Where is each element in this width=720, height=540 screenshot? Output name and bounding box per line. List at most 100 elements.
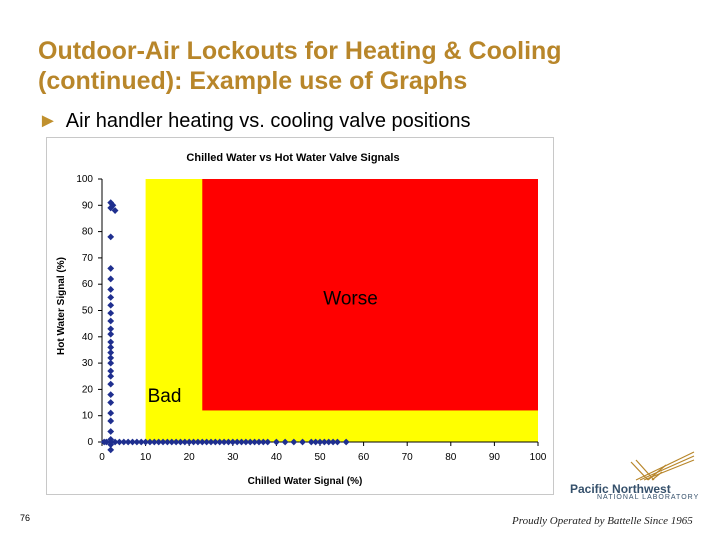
footer-text: Proudly Operated by Battelle Since 1965	[512, 515, 693, 527]
y-tick-label: 20	[82, 384, 94, 395]
y-tick-label: 70	[82, 253, 94, 264]
x-tick-label: 90	[489, 452, 501, 463]
x-tick-label: 20	[184, 452, 196, 463]
data-point	[334, 438, 341, 446]
y-tick-label: 30	[82, 358, 94, 369]
data-point	[329, 438, 337, 446]
zone-label-worse: Worse	[323, 288, 378, 309]
data-point	[107, 343, 115, 351]
x-tick-label: 100	[530, 452, 547, 463]
data-point	[242, 438, 250, 446]
x-tick-label: 50	[314, 452, 326, 463]
data-point	[107, 417, 115, 425]
y-tick-label: 100	[76, 174, 93, 185]
data-point	[107, 438, 115, 446]
data-point	[255, 438, 263, 446]
data-point	[146, 438, 154, 446]
x-tick-label: 80	[445, 452, 457, 463]
logo-subtitle: NATIONAL LABORATORY	[597, 494, 700, 501]
data-point	[203, 438, 211, 446]
bullet-text: Air handler heating vs. cooling valve po…	[65, 110, 471, 132]
data-point	[107, 372, 115, 380]
data-point	[107, 354, 115, 362]
data-point	[220, 438, 228, 446]
data-point	[198, 438, 206, 446]
data-point	[172, 438, 180, 446]
y-tick-label: 90	[82, 200, 94, 211]
data-point	[107, 286, 115, 293]
zone-label-bad: Bad	[148, 386, 182, 407]
x-axis-label: Chilled Water Signal (%)	[248, 476, 363, 487]
bullet-arrow-icon: ►	[38, 110, 58, 132]
data-point	[246, 438, 254, 446]
data-point	[264, 438, 272, 446]
data-point	[107, 309, 115, 317]
data-point	[120, 438, 128, 446]
y-tick-label: 50	[82, 306, 94, 317]
data-point	[181, 438, 189, 446]
data-point	[194, 438, 202, 446]
data-point	[102, 438, 110, 446]
x-tick-label: 60	[358, 452, 370, 463]
data-point	[111, 438, 119, 446]
data-point	[177, 438, 184, 446]
scatter-chart: Chilled Water vs Hot Water Valve Signals…	[56, 152, 547, 487]
data-point	[229, 438, 237, 446]
y-tick-label: 60	[82, 279, 94, 290]
chart-container: Chilled Water vs Hot Water Valve Signals…	[46, 137, 554, 495]
slide-title: Outdoor-Air Lockouts for Heating & Cooli…	[38, 37, 562, 95]
data-point	[133, 438, 141, 446]
data-point	[159, 438, 167, 446]
data-point	[107, 399, 115, 406]
data-point	[251, 438, 258, 446]
zone-worse	[202, 179, 538, 411]
data-point	[164, 438, 171, 446]
data-point	[107, 275, 115, 283]
pnnl-logo-icon	[630, 451, 695, 481]
data-point	[316, 438, 324, 446]
data-point	[168, 438, 176, 446]
data-point	[238, 438, 245, 446]
data-point	[107, 265, 115, 272]
logo-name: Pacific Northwest	[570, 482, 671, 496]
data-point	[107, 380, 115, 388]
x-tick-label: 40	[271, 452, 283, 463]
data-point	[312, 438, 320, 446]
data-point	[325, 438, 333, 446]
x-tick-label: 0	[99, 452, 105, 463]
data-point	[137, 438, 145, 446]
data-point	[116, 438, 123, 446]
x-tick-label: 10	[140, 452, 152, 463]
data-point	[185, 438, 193, 446]
data-point	[259, 438, 267, 446]
data-point	[107, 428, 115, 435]
data-point	[107, 359, 115, 367]
data-point	[273, 438, 280, 446]
data-point	[107, 317, 115, 325]
data-point	[281, 438, 289, 446]
y-tick-label: 0	[87, 437, 93, 448]
y-axis-label: Hot Water Signal (%)	[56, 257, 67, 355]
data-point	[107, 367, 115, 375]
data-point	[107, 391, 115, 399]
data-point	[320, 438, 328, 446]
data-point	[342, 438, 350, 446]
data-point	[107, 325, 115, 333]
data-point	[124, 438, 132, 446]
data-point	[207, 438, 215, 446]
data-point	[107, 330, 115, 338]
data-point	[233, 438, 241, 446]
bullet-item: ► Air handler heating vs. cooling valve p…	[38, 110, 470, 133]
data-point	[225, 438, 232, 446]
data-point	[107, 349, 115, 356]
data-point	[111, 207, 119, 214]
data-point	[150, 438, 158, 446]
data-point	[299, 438, 306, 446]
data-point	[307, 438, 315, 446]
data-point	[155, 438, 163, 446]
data-point	[107, 233, 115, 241]
data-point	[107, 301, 115, 309]
data-point	[216, 438, 224, 446]
zones-layer: Bad Worse	[145, 179, 538, 442]
data-point	[107, 199, 115, 207]
